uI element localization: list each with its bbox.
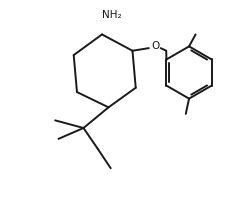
- Text: O: O: [151, 41, 160, 51]
- Text: NH₂: NH₂: [102, 10, 122, 20]
